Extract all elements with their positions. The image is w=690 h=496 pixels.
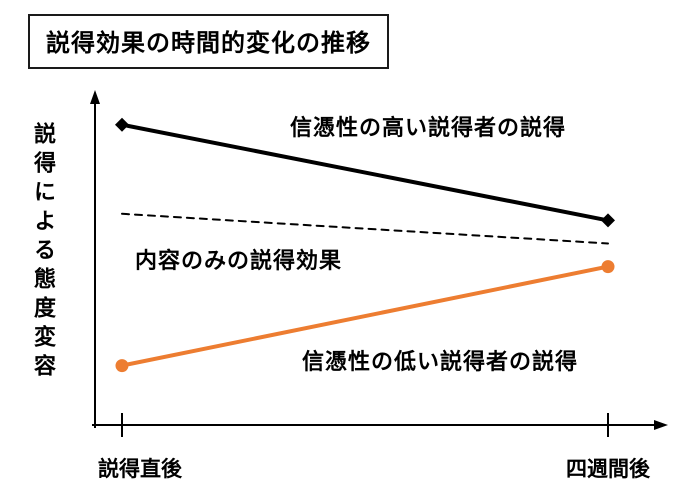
x-tick-label-immediately-after: 説得直後 [98, 458, 182, 481]
series-label-low-credibility: 信憑性の低い説得者の説得 [302, 349, 579, 374]
y-axis-label: 説得による態度変容 [31, 122, 56, 383]
y-axis-arrowhead-icon [90, 90, 100, 104]
series-line-1 [121, 212, 609, 245]
diamond-marker-icon [115, 117, 129, 132]
diamond-marker-icon [601, 213, 615, 228]
series-label-content-only: 内容のみの説得効果 [135, 248, 343, 273]
circle-marker-icon [115, 359, 129, 373]
chart-title: 説得効果の時間的変化の推移 [28, 14, 389, 69]
series-line-2 [120, 264, 610, 368]
x-axis-arrowhead-icon [654, 420, 668, 430]
series-line-0 [120, 122, 610, 223]
x-tick-label-four-weeks: 四週間後 [566, 458, 650, 481]
series-label-high-credibility: 信憑性の高い説得者の説得 [290, 115, 567, 140]
circle-marker-icon [601, 260, 615, 274]
